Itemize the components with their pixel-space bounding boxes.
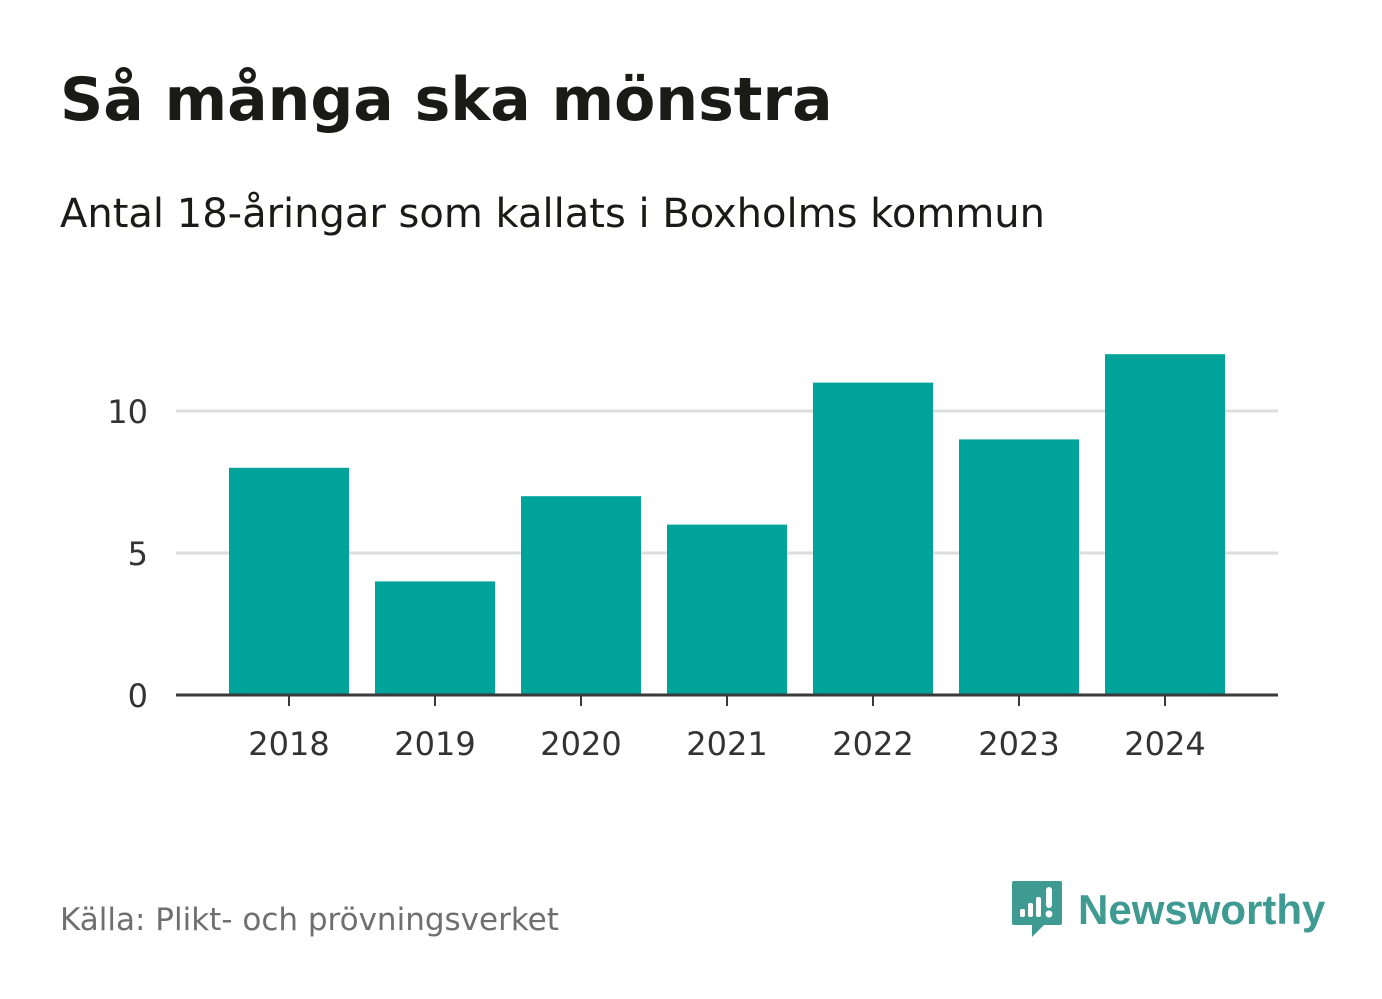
x-tick-label: 2022 [832, 725, 913, 763]
bars [229, 354, 1225, 695]
bar-2018 [229, 467, 349, 695]
axes [176, 693, 1278, 706]
bar-2023 [959, 439, 1079, 695]
bar-2024 [1105, 354, 1225, 695]
x-tick-label: 2019 [394, 725, 475, 763]
y-tick-label: 0 [128, 677, 148, 715]
x-tick-label: 2024 [1124, 725, 1205, 763]
x-tick-label: 2018 [248, 725, 329, 763]
bar-2022 [813, 382, 933, 695]
source-note: Källa: Plikt- och prövningsverket [60, 902, 559, 938]
bar-2020 [521, 496, 641, 695]
brand-name: Newsworthy [1078, 886, 1326, 933]
newsworthy-logo-icon [1012, 881, 1062, 937]
x-tick-label: 2021 [686, 725, 767, 763]
y-tick-label: 5 [128, 535, 148, 573]
bar-2019 [375, 581, 495, 695]
chart-subtitle: Antal 18-åringar som kallats i Boxholms … [60, 191, 1045, 237]
x-tick-label: 2023 [978, 725, 1059, 763]
axis-labels: 0 5 10 2018 2019 2020 2021 2022 2023 2024 [107, 393, 1205, 763]
chart-title: Så många ska mönstra [60, 65, 833, 135]
bar-2021 [667, 524, 787, 695]
newsworthy-logo: Newsworthy [1010, 879, 1325, 941]
x-tick-label: 2020 [540, 725, 621, 763]
y-tick-label: 10 [107, 393, 148, 431]
